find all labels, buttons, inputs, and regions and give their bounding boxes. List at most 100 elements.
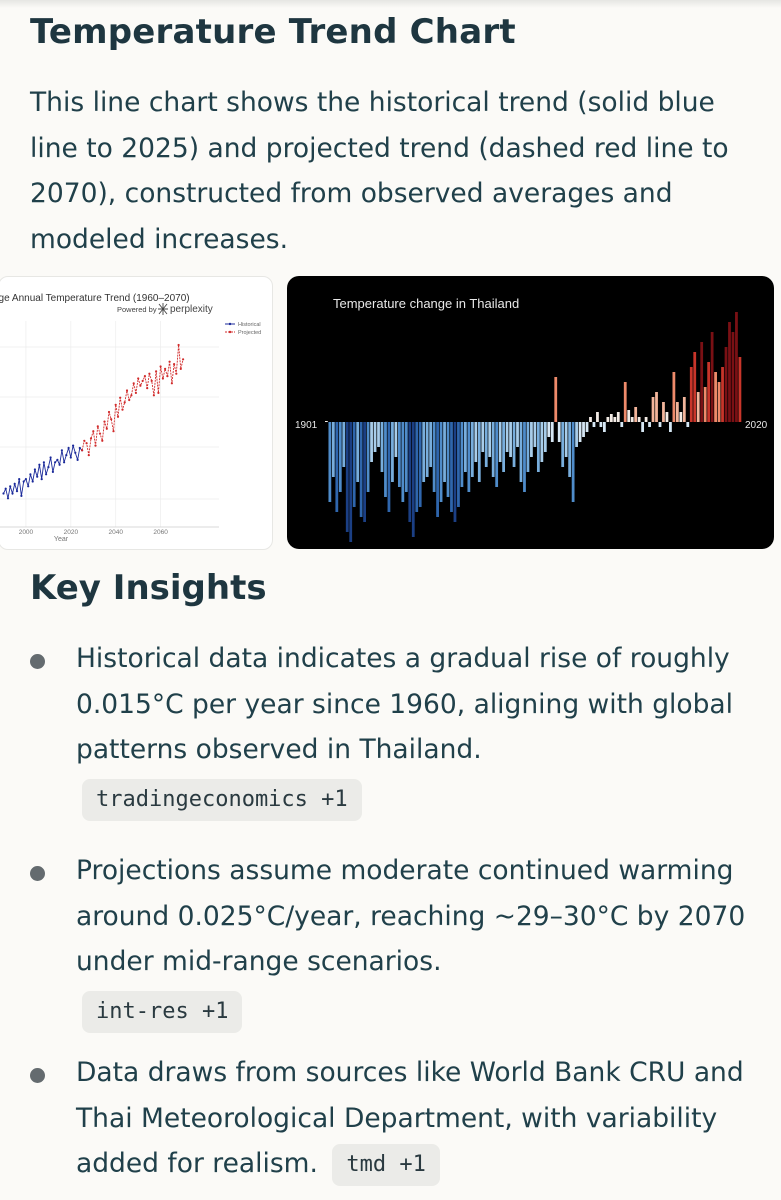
temperature-bar [540, 422, 544, 462]
temperature-bar [391, 422, 394, 482]
insight-text-1: Historical data indicates a gradual rise… [76, 643, 734, 765]
series-point-historical [18, 478, 21, 481]
temperature-bar [345, 422, 349, 532]
stripes-chart-card[interactable]: Temperature change in Thailand 1901 2020 [287, 276, 774, 549]
source-chip-tmd[interactable]: tmd +1 [332, 1143, 440, 1186]
series-point-historical [36, 475, 39, 478]
temperature-bar [457, 422, 460, 507]
bar-chart: Temperature change in Thailand 1901 2020 [295, 296, 768, 542]
xtick-label: 2020 [64, 529, 79, 536]
temperature-bar [425, 422, 429, 477]
series-point-historical [31, 480, 34, 483]
line-chart-legend: Historical Projected [225, 322, 261, 336]
series-point-projected [83, 439, 86, 442]
temperature-bar [328, 422, 332, 502]
temperature-bar [460, 422, 464, 487]
insight-text-3: Data draws from sources like World Bank … [76, 1057, 744, 1179]
temperature-bar [571, 422, 575, 502]
temperature-bar [394, 422, 398, 457]
temperature-bar [696, 392, 700, 422]
temperature-bar [543, 422, 547, 452]
series-point-historical [47, 466, 50, 469]
temperature-bar [450, 422, 453, 512]
temperature-bar [710, 332, 714, 422]
temperature-bar [467, 422, 471, 492]
temperature-bar [481, 422, 485, 452]
temperature-bar [359, 422, 363, 517]
series-point-historical [29, 473, 32, 476]
temperature-bar [623, 382, 627, 422]
series-point-projected [81, 449, 84, 452]
temperature-bar [634, 407, 638, 422]
temperature-bar [356, 422, 360, 482]
brand-label: perplexity [170, 304, 213, 315]
temperature-bar [557, 422, 561, 442]
temperature-bar [422, 422, 426, 482]
legend-projected-label: Projected [238, 330, 261, 336]
series-point-projected [105, 427, 108, 430]
series-point-projected [114, 403, 117, 406]
series-point-projected [92, 430, 95, 433]
temperature-bar [439, 422, 443, 502]
temperature-bar [547, 422, 551, 437]
temperature-bar [596, 412, 599, 422]
temperature-bar [484, 422, 488, 467]
source-chip-tradingeconomics[interactable]: tradingeconomics +1 [82, 779, 362, 821]
temperature-bar [669, 422, 672, 432]
temperature-bar [516, 422, 519, 447]
temperature-bar [533, 422, 537, 447]
temperature-bar [616, 412, 620, 422]
temperature-bar [609, 414, 613, 422]
temperature-bar [613, 417, 617, 422]
series-point-historical [33, 468, 37, 471]
series-point-projected [175, 372, 178, 375]
temperature-bar [530, 422, 533, 457]
temperature-bar [363, 422, 366, 522]
temperature-bar [554, 377, 558, 422]
series-point-historical [56, 458, 59, 461]
series-point-projected [130, 394, 133, 397]
line-chart-card[interactable]: age Annual Temperature Trend (1960–2070)… [0, 276, 273, 550]
series-point-historical [22, 480, 25, 483]
series-point-historical [2, 492, 5, 495]
temperature-bar [411, 422, 415, 537]
series-point-projected [125, 389, 129, 392]
series-point-historical [74, 451, 77, 454]
series-point-projected [168, 360, 171, 363]
temperature-bar [637, 417, 641, 422]
series-point-historical [51, 470, 55, 473]
series-point-historical [11, 492, 14, 495]
temperature-bar [366, 422, 370, 492]
source-chip-int-res[interactable]: int-res +1 [82, 991, 243, 1033]
series-point-projected [96, 425, 99, 428]
temperature-bar [373, 422, 377, 452]
temperature-bar [599, 422, 603, 427]
temperature-bar [648, 422, 651, 427]
temperature-bar [418, 422, 422, 507]
temperature-bar [470, 422, 474, 477]
powered-by-label: Powered by [117, 305, 157, 314]
temperature-bar [523, 422, 526, 492]
series-point-projected [166, 375, 169, 378]
temperature-bar [693, 352, 697, 422]
insight-text: Data draws from sources like World Bank … [76, 1050, 756, 1187]
temperature-bar [429, 422, 433, 467]
temperature-bar [672, 372, 676, 422]
temperature-bar [509, 422, 512, 457]
series-line-historical [3, 445, 83, 499]
series-point-historical [54, 461, 57, 464]
temperature-bar [352, 422, 356, 507]
bar-chart-start-label: 1901 [295, 420, 318, 431]
series-point-historical [65, 454, 68, 457]
temperature-bar [488, 422, 492, 457]
temperature-bar [717, 382, 721, 422]
temperature-bar [397, 422, 401, 487]
series-point-historical [72, 444, 75, 447]
line-chart-xlabel: Year [54, 536, 69, 543]
temperature-bar [651, 397, 655, 422]
series-point-projected [132, 382, 135, 385]
line-chart-title: age Annual Temperature Trend (1960–2070) [0, 293, 190, 304]
temperature-bar [703, 387, 707, 422]
line-chart-series [2, 343, 185, 500]
line-chart: age Annual Temperature Trend (1960–2070)… [0, 293, 261, 543]
